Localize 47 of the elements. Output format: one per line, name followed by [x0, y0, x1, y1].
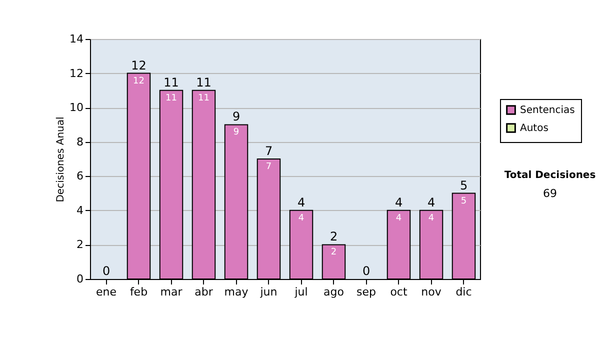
- legend-label: Sentencias: [520, 105, 575, 116]
- data-label: 11: [166, 93, 177, 104]
- x-tick-label: dic: [456, 286, 472, 298]
- x-tick-label: nov: [421, 286, 442, 298]
- data-label: 7: [266, 162, 272, 172]
- x-tick-label: ene: [96, 286, 117, 298]
- total-label: 4: [297, 195, 306, 210]
- x-tick-label: feb: [130, 286, 148, 298]
- y-axis-title: Decisiones Anual: [56, 116, 67, 202]
- total-label: 12: [131, 58, 146, 72]
- x-tick-label: ago: [324, 286, 344, 298]
- text: 69: [542, 187, 558, 200]
- total-label: 7: [264, 144, 273, 158]
- total-label: 4: [427, 195, 436, 210]
- total-label: 11: [164, 75, 179, 90]
- x-tick-label: may: [224, 286, 249, 298]
- text: Total Decisiones: [503, 170, 597, 181]
- total-label: 11: [196, 75, 212, 90]
- y-tick-label: 10: [70, 101, 84, 114]
- data-label: 4: [428, 213, 434, 224]
- y-tick-label: 12: [70, 66, 84, 80]
- y-tick-label: 0: [76, 272, 84, 286]
- x-tick-label: abr: [194, 286, 214, 298]
- data-label: 9: [233, 128, 240, 138]
- total-label: 4: [394, 195, 403, 210]
- data-label: 5: [460, 196, 467, 206]
- data-label: 2: [330, 248, 337, 258]
- total-label: 5: [460, 178, 468, 192]
- total-label: 9: [232, 110, 240, 124]
- data-label: 12: [133, 76, 144, 86]
- data-label: 4: [396, 213, 402, 224]
- total-label: 0: [362, 264, 370, 278]
- legend-label: Autos: [520, 123, 548, 134]
- y-tick-label: 2: [76, 238, 84, 252]
- y-tick-label: 14: [70, 32, 84, 46]
- x-tick-label: jul: [294, 286, 308, 298]
- data-label: 11: [198, 93, 210, 104]
- x-tick-label: mar: [160, 286, 183, 298]
- y-tick-label: 6: [76, 170, 84, 183]
- y-tick-label: 8: [76, 135, 84, 148]
- x-tick-label: sep: [356, 286, 376, 298]
- x-tick-label: oct: [390, 286, 408, 298]
- y-tick-label: 4: [76, 204, 84, 217]
- total-label: 2: [330, 230, 338, 244]
- total-label: 0: [102, 264, 110, 278]
- data-label: 4: [298, 213, 304, 224]
- x-tick-label: jun: [259, 286, 278, 298]
